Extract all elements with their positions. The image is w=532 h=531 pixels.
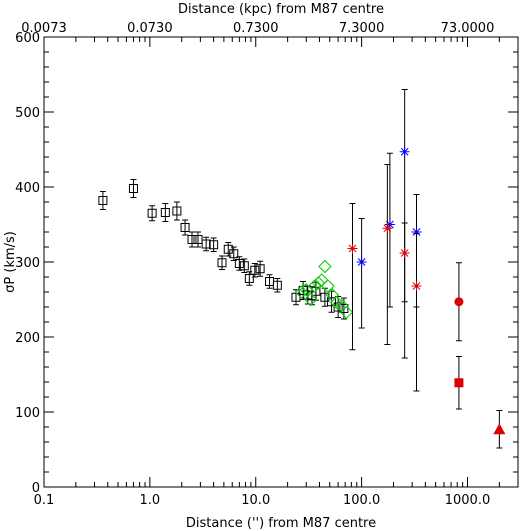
data-point-asterisk: [411, 227, 422, 237]
asterisk-stroke: [348, 244, 357, 253]
data-point-asterisk: [399, 146, 410, 157]
data-point-square: [128, 184, 138, 193]
data-point-square: [187, 235, 197, 244]
data-point-square: [255, 264, 265, 274]
data-point-square: [98, 196, 108, 205]
data-point-asterisk: [382, 223, 393, 234]
tick-labels: 0.1 0.0073 1.0 0.0730 10.0 0.7300 100.0 7.3000 1…: [15, 21, 494, 508]
data-point-square: [327, 297, 337, 307]
data-point-square: [234, 259, 244, 268]
data-point-square: [201, 239, 211, 249]
asterisk-stroke: [357, 258, 366, 266]
x-tick-label: 1.0: [140, 493, 161, 508]
data-point-diamond: [318, 259, 332, 274]
x2-tick-label: 73.0000: [441, 21, 495, 36]
data-point-diamond: [303, 292, 318, 307]
data-point-square: [239, 261, 249, 271]
data-point-diamond: [321, 279, 335, 293]
x2-tick-label: 0.7300: [233, 21, 279, 36]
data-point-square: [172, 206, 182, 216]
data-point-diamond: [307, 279, 322, 293]
data-point-diamond: [311, 276, 326, 290]
x-tick-label: 0.1: [34, 493, 55, 508]
top-axis-label: Distance (kpc) from M87 centre: [178, 2, 384, 17]
data-point-filled-square: [454, 378, 464, 388]
data-point-square: [272, 280, 282, 290]
data-point-square: [339, 304, 349, 313]
asterisk-stroke: [400, 147, 409, 156]
axis-ticks: [43, 36, 519, 488]
data-point-square: [160, 208, 170, 217]
data-point-square: [180, 223, 190, 232]
data-point-circle: [454, 297, 464, 307]
x-axis-label: Distance ('') from M87 centre: [186, 516, 376, 531]
data-point-asterisk: [356, 257, 367, 267]
data-marks: [98, 89, 506, 449]
asterisk-stroke: [400, 249, 409, 257]
data-point-square: [209, 240, 219, 250]
data-point-diamond: [294, 285, 309, 299]
y-tick-label: 300: [15, 256, 40, 271]
x2-tick-label: 0.0730: [127, 21, 173, 36]
x-tick-label: 100.0: [343, 493, 380, 508]
x-tick-label: 1000.0: [445, 493, 491, 508]
y-tick-label: 200: [15, 331, 40, 346]
y-tick-label: 0: [32, 481, 40, 496]
y-tick-label: 500: [15, 106, 40, 121]
asterisk-stroke: [412, 228, 421, 236]
asterisk-stroke: [412, 282, 421, 290]
data-point-square: [229, 249, 239, 259]
plot-frame: [43, 36, 519, 488]
x-tick-label: 10.0: [241, 493, 270, 508]
data-point-triangle: [493, 423, 506, 435]
data-point-square: [244, 274, 254, 283]
data-point-asterisk: [347, 243, 358, 254]
y-tick-label: 400: [15, 181, 40, 196]
data-point-square: [250, 265, 260, 275]
data-point-square: [217, 258, 227, 268]
x2-tick-label: 0.0073: [21, 21, 67, 36]
y-tick-label: 100: [15, 406, 40, 421]
data-point-square: [147, 208, 157, 218]
y-tick-label: 600: [15, 31, 40, 46]
asterisk-stroke: [383, 224, 392, 233]
data-point-diamond: [339, 305, 354, 319]
x2-tick-label: 7.3000: [339, 21, 385, 36]
data-point-asterisk: [399, 248, 410, 258]
y-axis-label: σP (km/s): [3, 231, 18, 293]
data-point-asterisk: [411, 281, 422, 291]
